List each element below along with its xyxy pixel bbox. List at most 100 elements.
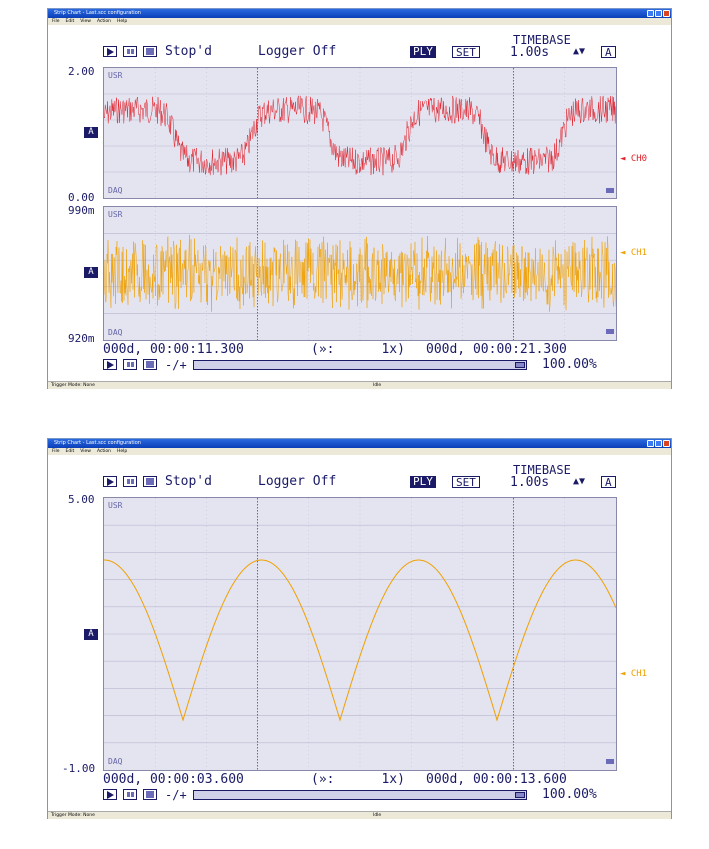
status-text: Idle <box>373 383 382 388</box>
ch1-marker: ◄ CH1 <box>620 669 648 679</box>
timebase-stepper-icon[interactable]: ▲▼ <box>573 476 586 487</box>
minimize-button[interactable] <box>647 440 654 447</box>
time-left: 000d, 00:00:03.600 <box>103 772 244 787</box>
ch1-scroll-handle[interactable] <box>606 759 614 764</box>
ch1-plot[interactable]: USR DAQ <box>103 206 617 341</box>
play-button[interactable] <box>103 46 117 57</box>
maximize-button[interactable] <box>655 440 662 447</box>
ch1-trace-svg <box>104 207 616 340</box>
menu-edit[interactable]: Edit <box>65 449 75 454</box>
playback-speed: (»: 1x) <box>311 342 405 357</box>
set-button[interactable]: SET <box>452 476 480 489</box>
ch0-label: CH0 <box>630 154 648 164</box>
run-state: Stop'd <box>165 44 212 59</box>
pause-button[interactable] <box>123 46 137 57</box>
menu-action[interactable]: Action <box>96 449 112 454</box>
trigger-mode: Trigger Mode: None <box>51 813 95 818</box>
close-button[interactable] <box>663 440 670 447</box>
zoom-slider[interactable] <box>193 790 527 800</box>
ply-button[interactable]: PLY <box>410 46 436 58</box>
replay-play-button[interactable] <box>103 359 117 370</box>
ch1-trace-svg <box>104 498 616 770</box>
timebase-value: 1.00s <box>510 475 550 490</box>
time-right: 000d, 00:00:21.300 <box>426 342 567 357</box>
status-text: Idle <box>373 813 382 818</box>
play-button[interactable] <box>103 476 117 487</box>
ch0-trace-svg <box>104 68 616 198</box>
close-button[interactable] <box>663 10 670 17</box>
title-bar: Strip Chart - Last.scc configuration <box>48 439 671 448</box>
trigger-mode: Trigger Mode: None <box>51 383 95 388</box>
set-button[interactable]: SET <box>452 46 480 59</box>
ch1-ymin-label: 920m <box>68 332 95 345</box>
window-title: Strip Chart - Last.scc configuration <box>54 440 141 446</box>
maximize-button[interactable] <box>655 10 662 17</box>
ch0-plot[interactable]: USR DAQ <box>103 67 617 199</box>
logger-status[interactable]: Logger Off <box>258 474 337 489</box>
zoom-slider[interactable] <box>193 360 527 370</box>
menu-file[interactable]: File <box>52 19 60 24</box>
menu-view[interactable]: View <box>80 19 91 24</box>
strip-chart-window-2: Strip Chart - Last.scc configuration Fil… <box>47 438 672 819</box>
strip-chart-window-1: Strip Chart - Last.scc configuration Fil… <box>47 8 672 389</box>
menu-help[interactable]: Help <box>117 449 128 454</box>
replay-stop-button[interactable] <box>143 359 157 370</box>
ch0-ymax-label: 2.00 <box>68 65 95 78</box>
ch0-scroll-handle[interactable] <box>606 188 614 193</box>
ch1-trace <box>104 234 616 312</box>
ch1-autoscale-button[interactable]: A <box>84 629 98 640</box>
timebase-label: TIMEBASE <box>513 33 571 47</box>
ch0-ymin-label: 0.00 <box>68 191 95 204</box>
status-bar: Trigger Mode: None Idle <box>48 381 671 389</box>
usr-label: USR <box>108 71 123 80</box>
timebase-stepper-icon[interactable]: ▲▼ <box>573 46 586 57</box>
timebase-auto-button[interactable]: A <box>601 476 616 489</box>
status-bar: Trigger Mode: None Idle <box>48 811 671 819</box>
replay-play-button[interactable] <box>103 789 117 800</box>
timebase-value: 1.00s <box>510 45 550 60</box>
zoom-label: -/+ <box>165 788 187 802</box>
ch1-label: CH1 <box>630 669 648 679</box>
replay-pause-button[interactable] <box>123 359 137 370</box>
run-state: Stop'd <box>165 474 212 489</box>
zoom-slider-thumb[interactable] <box>515 362 525 368</box>
title-bar: Strip Chart - Last.scc configuration <box>48 9 671 18</box>
daq-label: DAQ <box>108 186 123 195</box>
ch1-trace <box>104 559 616 722</box>
ply-button[interactable]: PLY <box>410 476 436 488</box>
minimize-button[interactable] <box>647 10 654 17</box>
menu-file[interactable]: File <box>52 449 60 454</box>
ch1-plot[interactable]: USR DAQ <box>103 497 617 771</box>
zoom-label: -/+ <box>165 358 187 372</box>
menu-bar: File Edit View Action Help <box>48 18 671 25</box>
ch1-ymin-label: -1.00 <box>62 762 96 775</box>
ch0-trace <box>104 95 616 176</box>
ch0-autoscale-button[interactable]: A <box>84 127 98 138</box>
ch1-ymax-label: 5.00 <box>68 493 95 506</box>
timebase-auto-button[interactable]: A <box>601 46 616 59</box>
usr-label: USR <box>108 501 123 510</box>
timebase-label: TIMEBASE <box>513 463 571 477</box>
replay-stop-button[interactable] <box>143 789 157 800</box>
ch1-label: CH1 <box>630 248 648 258</box>
ch0-marker: ◄ CH0 <box>620 154 648 164</box>
logger-status[interactable]: Logger Off <box>258 44 337 59</box>
ch1-scroll-handle[interactable] <box>606 329 614 334</box>
menu-edit[interactable]: Edit <box>65 19 75 24</box>
pause-button[interactable] <box>123 476 137 487</box>
ch1-ymax-label: 990m <box>68 204 95 217</box>
ch1-marker: ◄ CH1 <box>620 248 648 258</box>
stop-button[interactable] <box>143 476 157 487</box>
playback-speed: (»: 1x) <box>311 772 405 787</box>
menu-view[interactable]: View <box>80 449 91 454</box>
replay-pause-button[interactable] <box>123 789 137 800</box>
ch1-autoscale-button[interactable]: A <box>84 267 98 278</box>
menu-action[interactable]: Action <box>96 19 112 24</box>
menu-help[interactable]: Help <box>117 19 128 24</box>
zoom-slider-thumb[interactable] <box>515 792 525 798</box>
zoom-value: 100.00% <box>542 357 597 372</box>
time-right: 000d, 00:00:13.600 <box>426 772 567 787</box>
stop-button[interactable] <box>143 46 157 57</box>
time-left: 000d, 00:00:11.300 <box>103 342 244 357</box>
daq-label: DAQ <box>108 757 123 766</box>
